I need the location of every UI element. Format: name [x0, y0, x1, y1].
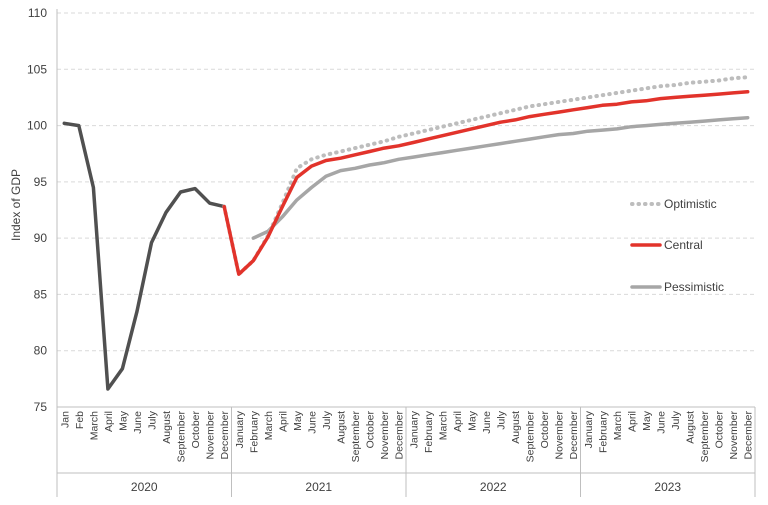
x-tick-label: June — [481, 411, 493, 434]
y-tick-label: 95 — [34, 175, 48, 189]
x-tick-label: November — [728, 410, 740, 459]
x-tick-labels: Jan Feb March April May June July August Septemb… — [59, 410, 754, 462]
y-tick-label: 105 — [27, 62, 47, 76]
x-tick-label: September — [525, 411, 537, 463]
x-tick-label: July — [670, 410, 682, 429]
x-tick-label: May — [117, 410, 129, 431]
x-tick-label: August — [161, 411, 173, 444]
x-tick-label: February — [248, 410, 260, 453]
x-tick-label: Feb — [74, 411, 86, 429]
x-tick-label: May — [466, 410, 478, 431]
y-tick-labels: 75 80 85 90 95 100 105 110 — [27, 6, 47, 414]
x-tick-label: December — [219, 410, 231, 459]
axes — [56, 9, 756, 497]
y-axis-label: Index of GDP — [9, 169, 23, 241]
x-tick-label: October — [365, 411, 377, 449]
x-tick-label: October — [190, 411, 202, 449]
legend-label-pessimistic: Pessimistic — [664, 280, 724, 294]
legend: Optimistic Central Pessimistic — [630, 197, 724, 294]
x-tick-label: September — [350, 411, 362, 463]
y-tick-label: 75 — [34, 400, 48, 414]
series-line-pessimistic — [251, 115, 750, 240]
x-tick-label: December — [394, 410, 406, 459]
x-tick-label: November — [205, 410, 217, 459]
x-tick-label: April — [626, 411, 638, 432]
x-tick-label: Jan — [59, 411, 71, 428]
x-tick-label: July — [147, 410, 159, 429]
legend-label-optimistic: Optimistic — [664, 197, 717, 211]
x-tick-label: May — [641, 410, 653, 431]
x-tick-label: February — [423, 410, 435, 453]
x-tick-label: December — [743, 410, 755, 459]
x-tick-label: December — [568, 410, 580, 459]
x-tick-label: October — [539, 411, 551, 449]
x-tick-label: June — [306, 411, 318, 434]
legend-label-central: Central — [664, 238, 703, 252]
x-tick-label: October — [714, 411, 726, 449]
x-tick-label: September — [176, 411, 188, 463]
y-tick-label: 85 — [34, 287, 48, 301]
year-label: 2021 — [305, 480, 332, 494]
x-tick-label: April — [452, 411, 464, 432]
x-tick-label: March — [437, 411, 449, 440]
x-tick-label: March — [612, 411, 624, 440]
year-label: 2023 — [654, 480, 681, 494]
gridlines — [57, 12, 755, 352]
x-tick-label: November — [379, 410, 391, 459]
x-tick-label: September — [699, 411, 711, 463]
y-tick-label: 100 — [27, 119, 47, 133]
x-tick-label: May — [292, 410, 304, 431]
x-tick-label: February — [597, 410, 609, 453]
x-tick-label: March — [263, 411, 275, 440]
year-label: 2020 — [131, 480, 158, 494]
series-line-central — [222, 90, 750, 276]
x-tick-label: June — [655, 411, 667, 434]
x-tick-label: January — [583, 410, 595, 448]
x-tick-label: August — [510, 411, 522, 444]
x-tick-label: April — [277, 411, 289, 432]
y-tick-label: 110 — [28, 6, 47, 20]
x-tick-label: July — [496, 410, 508, 429]
x-tick-label: June — [132, 411, 144, 434]
x-tick-label: March — [88, 411, 100, 440]
series-line-actual — [62, 121, 226, 391]
x-tick-label: July — [321, 410, 333, 429]
series-line-optimistic — [222, 75, 750, 277]
x-tick-label: August — [685, 411, 697, 444]
y-tick-label: 90 — [34, 231, 48, 245]
x-tick-label: April — [103, 411, 115, 432]
year-label: 2022 — [480, 480, 507, 494]
x-tick-label: August — [336, 411, 348, 444]
x-tick-label: January — [408, 410, 420, 448]
y-tick-label: 80 — [34, 344, 48, 358]
x-tick-label: November — [554, 410, 566, 459]
year-labels: 2020 2021 2022 2023 — [131, 480, 682, 494]
x-tick-label: January — [234, 410, 246, 448]
series-lines — [62, 75, 750, 391]
